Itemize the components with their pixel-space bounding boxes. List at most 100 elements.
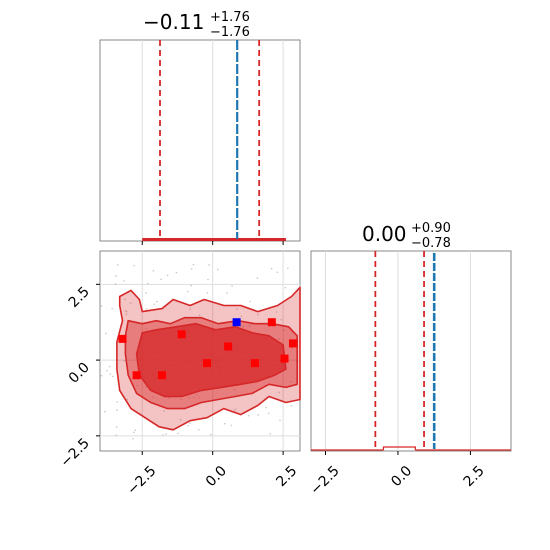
sample-dot [278, 338, 280, 340]
red-marker [177, 330, 186, 339]
sample-dot [145, 308, 148, 310]
sample-dot [116, 401, 119, 403]
contour-level [135, 322, 287, 398]
sample-dot [116, 409, 118, 412]
sample-dot [242, 325, 245, 328]
sample-dot [224, 422, 226, 425]
sample-dot [109, 373, 112, 375]
x-tick-label: 2.5 [461, 463, 488, 490]
sample-dot [175, 271, 178, 274]
x-tick-label: 0.0 [388, 463, 415, 490]
sample-dot [290, 404, 292, 407]
marginal-panel-param-2: −2.5 0.0 2.5 [307, 250, 512, 498]
sample-dot [210, 433, 212, 436]
sample-dot [133, 264, 135, 267]
sample-dot [198, 314, 201, 317]
sample-dot [207, 278, 209, 281]
sample-dot [270, 267, 273, 270]
sample-dot [105, 332, 107, 335]
title-plus: +0.90 [411, 221, 451, 236]
sample-dot [256, 277, 259, 279]
histogram [142, 238, 286, 241]
x-ticks: −2.5 0.0 2.5 [307, 451, 488, 498]
sample-dot [115, 426, 118, 428]
title-plus: +1.76 [210, 10, 250, 25]
sample-dot [280, 318, 283, 321]
title-minus: −0.78 [411, 236, 451, 251]
sample-dot [206, 292, 209, 294]
sample-dot [276, 271, 279, 274]
sample-dot [179, 418, 182, 421]
sample-dot [153, 303, 155, 305]
sample-dot [132, 437, 134, 440]
x-ticks: −2.5 0.0 2.5 [124, 451, 300, 498]
sample-dot [247, 414, 250, 417]
sample-dot [129, 302, 132, 304]
sample-dot [189, 308, 192, 310]
sample-dot [115, 434, 118, 436]
histogram [311, 446, 511, 451]
title-param-1: −0.11 +1.76 −1.76 [143, 10, 250, 40]
sample-dot [126, 398, 129, 401]
sample-dot [166, 274, 169, 277]
red-marker [267, 318, 276, 327]
sample-dot [145, 327, 147, 330]
sample-dot [111, 307, 113, 310]
sample-dot [104, 410, 106, 413]
sample-dot [132, 431, 135, 434]
sample-dot [108, 365, 111, 368]
red-marker [280, 354, 289, 363]
red-marker [118, 334, 127, 343]
red-markers [118, 318, 297, 380]
sample-dot [106, 369, 108, 372]
sample-dot [226, 292, 228, 294]
red-marker [203, 359, 212, 368]
sample-dot [115, 275, 117, 277]
sample-dot [287, 267, 289, 270]
sample-dot [180, 398, 182, 401]
sample-dot [145, 386, 147, 388]
sample-dot [275, 311, 278, 313]
red-marker [132, 371, 141, 380]
sample-dot [278, 391, 281, 394]
sample-dot [126, 310, 128, 313]
x-tick-label: 0.0 [203, 463, 230, 490]
sample-dot [257, 414, 259, 416]
sample-dot [269, 432, 272, 435]
sample-dot [240, 315, 243, 318]
sample-dot [124, 298, 126, 301]
sample-dot [234, 408, 237, 411]
sample-dot [100, 374, 103, 377]
quantile-lines [159, 40, 261, 241]
sample-dot [168, 397, 170, 399]
title-median: 0.00 [362, 222, 407, 246]
red-marker [288, 339, 297, 348]
sample-dot [265, 406, 267, 409]
x-ticks [141, 241, 284, 245]
y-tick-label: 0.0 [66, 360, 93, 387]
sample-dot [284, 286, 287, 289]
sample-dot [152, 396, 154, 399]
y-ticks: −2.5 0.0 2.5 [57, 283, 100, 471]
sample-dot [156, 300, 158, 303]
density-contours [116, 286, 301, 431]
true-point [232, 318, 241, 327]
grid-lines [141, 40, 284, 241]
sample-dot [291, 347, 293, 350]
sample-dot [193, 396, 195, 399]
title-param-2: 0.00 +0.90 −0.78 [362, 221, 451, 251]
sample-dot [136, 384, 139, 387]
sample-dot [187, 424, 189, 427]
sample-dot [152, 269, 155, 272]
sample-dot [190, 268, 193, 270]
sample-dot [125, 313, 128, 316]
sample-dot [100, 305, 103, 307]
sample-dot [146, 282, 149, 285]
sample-dot [248, 325, 251, 328]
title-minus: −1.76 [210, 25, 250, 40]
sample-dot [216, 268, 219, 271]
y-tick-label: −2.5 [57, 435, 92, 470]
sample-dot [233, 388, 236, 391]
sample-dot [145, 292, 147, 294]
